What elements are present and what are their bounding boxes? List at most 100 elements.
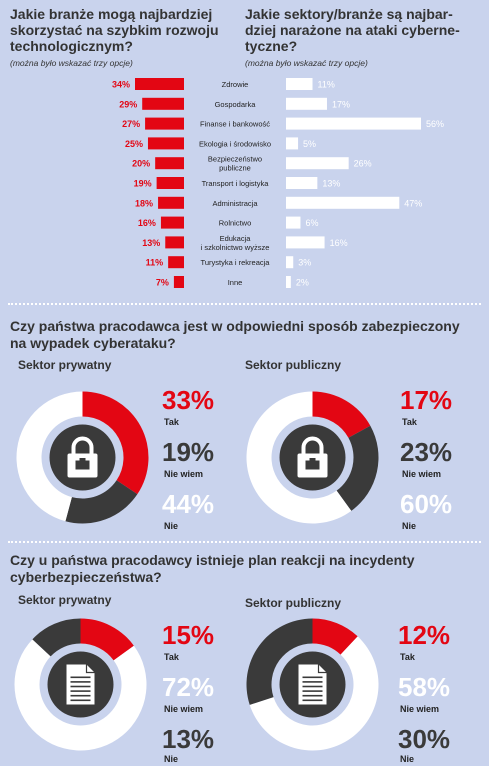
legend-value-nie-wiem: 19% [162,437,215,467]
category-label: Finanse i bankowość [200,120,270,129]
right-bar-value-label: 5% [303,139,316,149]
security-public-donut [246,391,379,524]
legend-value-nie: 60% [400,489,453,519]
legend-value-nie-wiem: 72% [162,672,215,702]
left-bar-value-label: 27% [122,119,140,129]
left-bar-value-label: 18% [135,198,153,208]
document-text-line [70,699,91,702]
security-public-subtitle: Sektor publiczny [245,358,342,372]
left-question-title-line: skorzystać na szybkim rozwoju [10,22,219,38]
legend-value-tak: 15% [162,620,215,650]
legend-label-nie-wiem: Nie wiem [164,469,204,479]
legend-value-nie: 44% [162,489,215,519]
legend-label-nie: Nie [402,521,417,531]
category-label: publiczne [219,164,251,173]
left-question-note: (można było wskazać trzy opcje) [10,58,133,68]
donut-segment-tak [80,618,134,661]
left-bar-value-label: 7% [156,278,169,288]
donut-segment-nie [16,391,83,522]
left-bar [173,276,184,288]
donut-segment-nie-wiem [249,636,379,751]
left-bar-value-label: 16% [138,218,156,228]
legend-label-nie-wiem: Nie wiem [400,704,440,714]
left-bar [156,177,184,189]
left-bar [145,117,184,130]
category-label: Gospodarka [215,100,257,109]
right-question-note: (można było wskazać trzy opcje) [245,58,368,68]
response-plan-question-title-line: cyberbezpieczeństwa? [10,569,162,585]
left-question-title: Jakie branże mogą najbardziej skorzystać… [10,6,240,54]
right-bar [286,97,327,110]
legend-value-tak: 12% [398,620,451,650]
security-question-title: Czy państwa pracodawca jest w odpowiedni… [10,318,480,352]
donut-segment-nie [246,391,352,524]
left-bar [135,78,184,90]
legend-value-nie-wiem: 23% [400,437,453,467]
legend-label-nie-wiem: Nie wiem [164,704,204,714]
category-label: Inne [228,278,243,287]
document-text-line [70,685,91,688]
document-text-line [302,699,323,702]
left-bar-value-label: 11% [146,258,164,268]
legend-value-nie-wiem: 58% [398,672,451,702]
document-text-line [70,690,91,692]
document-fold [85,664,95,674]
right-bar-value-label: 47% [404,198,422,208]
lock-icon [297,436,328,478]
legend-label-nie: Nie [164,754,179,764]
industries-bar-chart: 34% 11% Zdrowie 29% 17% Gospodarka 27% 56% Finan… [112,78,444,288]
security-question-title-line: na wypadek cyberataku? [10,335,176,351]
right-bar-value-label: 6% [305,218,318,228]
lock-icon [67,436,98,478]
left-bar [160,216,184,229]
document-text-line [70,694,91,697]
legend-label-nie-wiem: Nie wiem [402,469,442,479]
right-question-title-line: Jakie sektory/branże są najbar- [245,6,453,22]
donut-segment-nie-wiem [14,639,147,751]
legend-value-nie: 13% [162,724,215,754]
document-sheet [298,664,327,705]
left-bar [142,97,184,110]
legend-label-nie: Nie [400,754,415,764]
document-fold [317,664,327,674]
right-bar [286,177,318,189]
right-bar [286,216,301,229]
lock-shackle [71,436,94,455]
right-bar [286,256,294,269]
document-text-line [70,676,91,679]
security-private-subtitle: Sektor prywatny [18,358,112,372]
category-label: Ekologia i środowisko [199,139,271,148]
right-bar-value-label: 13% [322,179,340,189]
section-divider [8,541,481,543]
legend-label-tak: Tak [402,417,417,427]
left-bar [155,157,184,170]
response-plan-question-title-line: Czy u państwa pracodawcy istnieje plan r… [10,552,415,568]
right-bar [286,117,421,130]
legend-value-tak: 17% [400,385,453,415]
document-icon [66,664,95,705]
category-label: Turystyka i rekreacja [201,258,271,267]
left-question-title-line: technologicznym? [10,38,133,54]
response-plan-question-title: Czy u państwa pracodawcy istnieje plan r… [10,552,480,586]
donut-segment-tak [82,391,149,495]
right-question-title-line: tyczne? [245,38,298,54]
legend-value-nie: 30% [398,724,451,754]
right-bar [286,157,349,170]
document-text-line [302,694,323,697]
security-question-title-line: Czy państwa pracodawca jest w odpowiedni… [10,318,460,334]
right-bar [286,137,299,150]
category-label: i szkolnictwo wyższe [201,243,270,252]
right-question-title: Jakie sektory/branże są najbar- dziej na… [245,6,485,54]
legend-label-tak: Tak [164,417,179,427]
document-icon [298,664,327,705]
lock-shackle [301,436,324,455]
right-bar [286,196,400,209]
category-label: Administracja [212,199,258,208]
document-sheet [66,664,95,705]
legend-label-tak: Tak [164,652,179,662]
response-public-donut [246,618,379,751]
category-label: Transport i logistyka [202,179,270,188]
legend-value-tak: 33% [162,385,215,415]
category-label: Rolnictwo [219,219,252,228]
